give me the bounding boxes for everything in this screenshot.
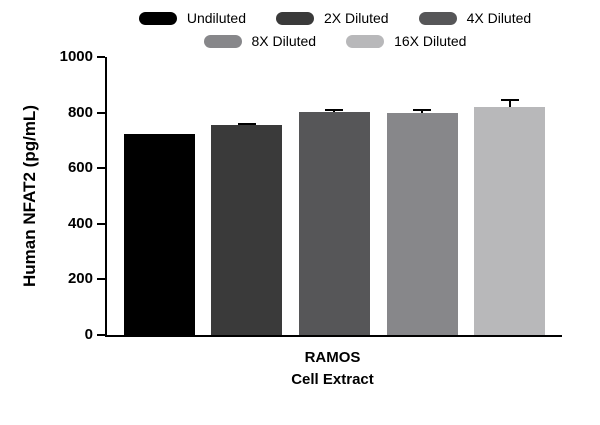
y-tick-label: 800	[67, 103, 93, 121]
y-axis-label: Human NFAT2 (pg/mL)	[20, 105, 39, 287]
y-tick-label: 400	[67, 214, 93, 232]
error-bar-cap	[500, 98, 519, 101]
plot-area: 0 200 400 600 800 1000	[60, 49, 562, 342]
x-axis-label-line1: RAMOS	[304, 349, 361, 366]
legend-swatch	[418, 11, 457, 25]
legend-row: Undiluted 2X Diluted 4X Diluted	[105, 10, 565, 26]
error-bar-cap	[413, 109, 432, 112]
legend-item: Undiluted	[138, 10, 246, 26]
legend-label: 4X Diluted	[466, 10, 532, 26]
bar-slot	[123, 57, 195, 335]
bar-16x-diluted	[474, 107, 546, 335]
legend-label: Undiluted	[186, 10, 246, 26]
bar-8x-diluted	[386, 112, 458, 335]
legend-swatch	[275, 11, 314, 25]
legend-item: 16X Diluted	[346, 33, 466, 49]
legend-swatch	[346, 34, 385, 48]
x-axis-label: RAMOS Cell Extract	[105, 347, 560, 391]
y-tick	[97, 334, 105, 336]
error-bar-stem	[508, 98, 511, 108]
legend-label: 2X Diluted	[323, 10, 389, 26]
y-tick	[97, 167, 105, 170]
y-tick-label: 0	[84, 326, 93, 343]
legend-label: 16X Diluted	[394, 33, 467, 49]
y-tick	[97, 56, 105, 58]
legend-swatch	[203, 34, 242, 48]
y-tick	[97, 222, 105, 225]
legend-label: 8X Diluted	[251, 33, 317, 49]
error-bar-cap	[237, 122, 256, 125]
error-bar	[237, 122, 256, 125]
bar-2x-diluted	[211, 124, 283, 335]
legend: Undiluted 2X Diluted 4X Diluted 8X Diluted 1…	[105, 10, 565, 49]
bar-slot	[474, 57, 546, 335]
legend-swatch	[138, 11, 177, 25]
bar-4x-diluted	[298, 111, 370, 335]
bar-undiluted	[123, 134, 195, 335]
legend-item: 8X Diluted	[203, 33, 317, 49]
error-bar	[325, 109, 344, 112]
error-bar-cap	[325, 109, 344, 112]
y-tick	[97, 278, 105, 281]
bar-slot	[298, 57, 370, 335]
y-tick-label: 600	[67, 159, 93, 177]
bars	[107, 57, 562, 335]
bar-slot	[386, 57, 458, 335]
legend-item: 4X Diluted	[418, 10, 532, 26]
y-tick-label: 200	[67, 270, 93, 288]
legend-item: 2X Diluted	[275, 10, 389, 26]
x-axis-label-line2: Cell Extract	[291, 371, 374, 388]
error-bar	[500, 98, 519, 108]
bar-slot	[211, 57, 283, 335]
y-tick-label: 1000	[59, 48, 93, 65]
y-tick	[97, 111, 105, 114]
legend-row: 8X Diluted 16X Diluted	[105, 33, 565, 49]
error-bar	[413, 109, 432, 113]
